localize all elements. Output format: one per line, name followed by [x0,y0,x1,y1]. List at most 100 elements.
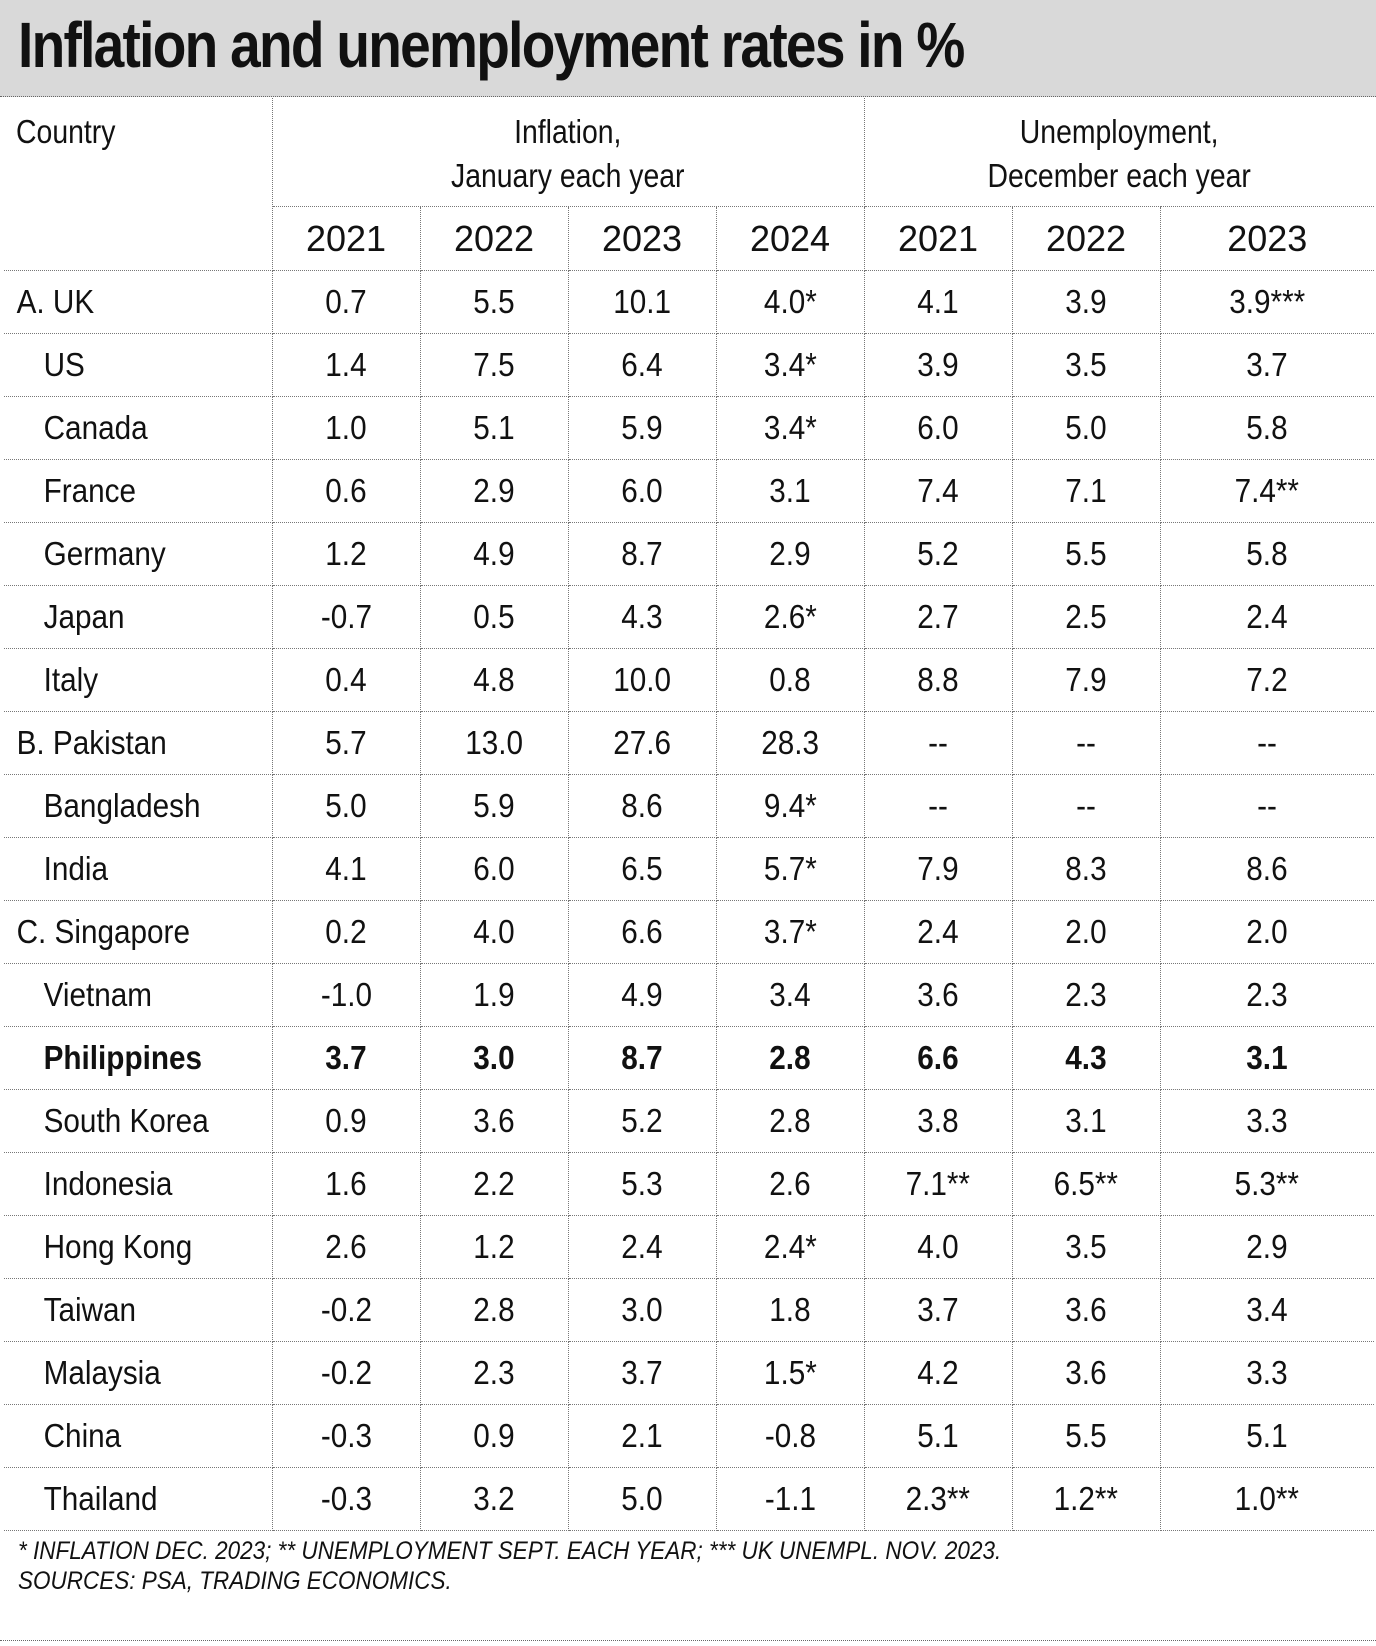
unemployment-value-cell: 3.6 [1012,1278,1161,1342]
inflation-value: 10.0 [613,661,671,698]
inflation-value-cell: 0.5 [420,585,569,649]
unemployment-value-cell: 3.9 [864,333,1013,397]
unemployment-value: 4.1 [917,283,959,320]
unemployment-value-cell: 2.3 [1012,963,1161,1027]
inflation-value: 6.0 [621,472,663,509]
inflation-value: 0.8 [769,661,811,698]
unemployment-value: 2.3 [1065,976,1107,1013]
unemployment-value: 5.8 [1246,409,1288,446]
table-row: Japan -0.7 0.5 4.3 2.6* 2.7 2.5 2.4 [4,585,1375,649]
inflation-header-line1: Inflation, [514,113,622,150]
inflation-value: 2.8 [473,1291,515,1328]
unemployment-value: 8.6 [1246,850,1288,887]
unemployment-value-cell: 3.6 [1012,1341,1161,1405]
unemployment-header-line1: Unemployment, [1019,113,1219,150]
inflation-value: 5.9 [621,409,663,446]
unemployment-value-cell: 8.8 [864,648,1013,712]
inflation-value-cell: 3.7 [568,1341,717,1405]
unemployment-value: 7.2 [1246,661,1288,698]
country-name: Bangladesh [43,787,201,824]
inflation-value: 9.4* [763,787,817,824]
table-row: Germany 1.2 4.9 8.7 2.9 5.2 5.5 5.8 [4,522,1375,586]
inflation-value-cell: 1.6 [272,1152,421,1216]
country-name: Taiwan [43,1291,137,1328]
country-cell: Taiwan [4,1278,273,1342]
inflation-value: 3.7* [763,913,817,950]
unemployment-value: 3.5 [1065,1228,1107,1265]
table-row: Indonesia 1.6 2.2 5.3 2.6 7.1** 6.5** 5.3** [4,1152,1375,1216]
unemployment-value-cell: 4.2 [864,1341,1013,1405]
inflation-value-cell: 1.2 [420,1215,569,1279]
inflation-value: 3.7 [325,1039,367,1076]
unemployment-value-cell: 3.1 [1160,1026,1375,1090]
inflation-value-cell: 6.0 [420,837,569,901]
table-row: Italy 0.4 4.8 10.0 0.8 8.8 7.9 7.2 [4,648,1375,712]
inflation-value: 6.5 [621,850,663,887]
unemployment-value: 2.0 [1246,913,1288,950]
unemployment-header-line2: December each year [987,157,1251,194]
country-cell: Canada [4,396,273,460]
unemployment-value: 3.9*** [1229,283,1306,320]
inflation-value: 4.1 [325,850,367,887]
inflation-value: 1.5* [763,1354,817,1391]
inflation-value: 2.6 [325,1228,367,1265]
inflation-value-cell: 3.1 [716,459,865,523]
country-name: China [43,1417,122,1454]
inflation-value: 1.2 [473,1228,515,1265]
unemployment-value: -- [1257,724,1278,761]
country-name: US [43,346,85,383]
unemployment-value: 7.1** [905,1165,971,1202]
inflation-value-cell: 0.7 [272,270,421,334]
unemployment-value: 5.3** [1235,1165,1300,1202]
inflation-value: 7.5 [473,346,515,383]
country-name: Malaysia [43,1354,161,1391]
inflation-value-cell: 3.2 [420,1467,569,1531]
country-cell: Indonesia [4,1152,273,1216]
country-name: Indonesia [43,1165,173,1202]
inflation-value: 27.6 [613,724,671,761]
inflation-year-header: 2024 [716,206,865,271]
unemployment-value-cell: 5.5 [1012,1404,1161,1468]
inflation-value: -0.3 [320,1480,372,1517]
country-name: Japan [43,598,125,635]
unemployment-value-cell: 5.3** [1160,1152,1375,1216]
unemployment-value: 5.1 [1246,1417,1288,1454]
inflation-value: 0.9 [325,1102,367,1139]
unemployment-value-cell: 3.3 [1160,1089,1375,1153]
inflation-value-cell: 4.8 [420,648,569,712]
unemployment-value: 7.4 [917,472,959,509]
country-name: Canada [43,409,148,446]
country-name: Philippines [43,1039,203,1076]
table-row: Vietnam -1.0 1.9 4.9 3.4 3.6 2.3 2.3 [4,963,1375,1027]
inflation-value-cell: 4.0* [716,270,865,334]
inflation-value-cell: 5.2 [568,1089,717,1153]
country-name: South Korea [43,1102,209,1139]
inflation-value-cell: 7.5 [420,333,569,397]
table-row: Hong Kong 2.6 1.2 2.4 2.4* 4.0 3.5 2.9 [4,1215,1375,1279]
inflation-value: 2.2 [473,1165,515,1202]
unemployment-value: 5.0 [1065,409,1107,446]
unemployment-value: 3.7 [917,1291,959,1328]
unemployment-value: 8.3 [1065,850,1107,887]
table-row: Canada 1.0 5.1 5.9 3.4* 6.0 5.0 5.8 [4,396,1375,460]
inflation-value: 3.1 [769,472,811,509]
inflation-value-cell: 1.2 [272,522,421,586]
unemployment-value: 6.0 [917,409,959,446]
unemployment-value: 3.4 [1246,1291,1288,1328]
inflation-value: 8.7 [621,1039,663,1076]
inflation-value: -0.2 [320,1354,372,1391]
inflation-value-cell: 13.0 [420,711,569,775]
inflation-value-cell: 1.0 [272,396,421,460]
unemployment-value-cell: -- [864,711,1013,775]
inflation-value: 3.0 [473,1039,515,1076]
inflation-value: 0.9 [473,1417,515,1454]
unemployment-value-cell: 2.3 [1160,963,1375,1027]
inflation-value: 4.0* [763,283,817,320]
inflation-value: 3.0 [621,1291,663,1328]
inflation-value: 13.0 [465,724,523,761]
inflation-value-cell: 5.7 [272,711,421,775]
unemployment-value: -- [928,787,948,824]
unemployment-value-cell: 3.6 [864,963,1013,1027]
unemployment-value-cell: 7.4** [1160,459,1375,523]
